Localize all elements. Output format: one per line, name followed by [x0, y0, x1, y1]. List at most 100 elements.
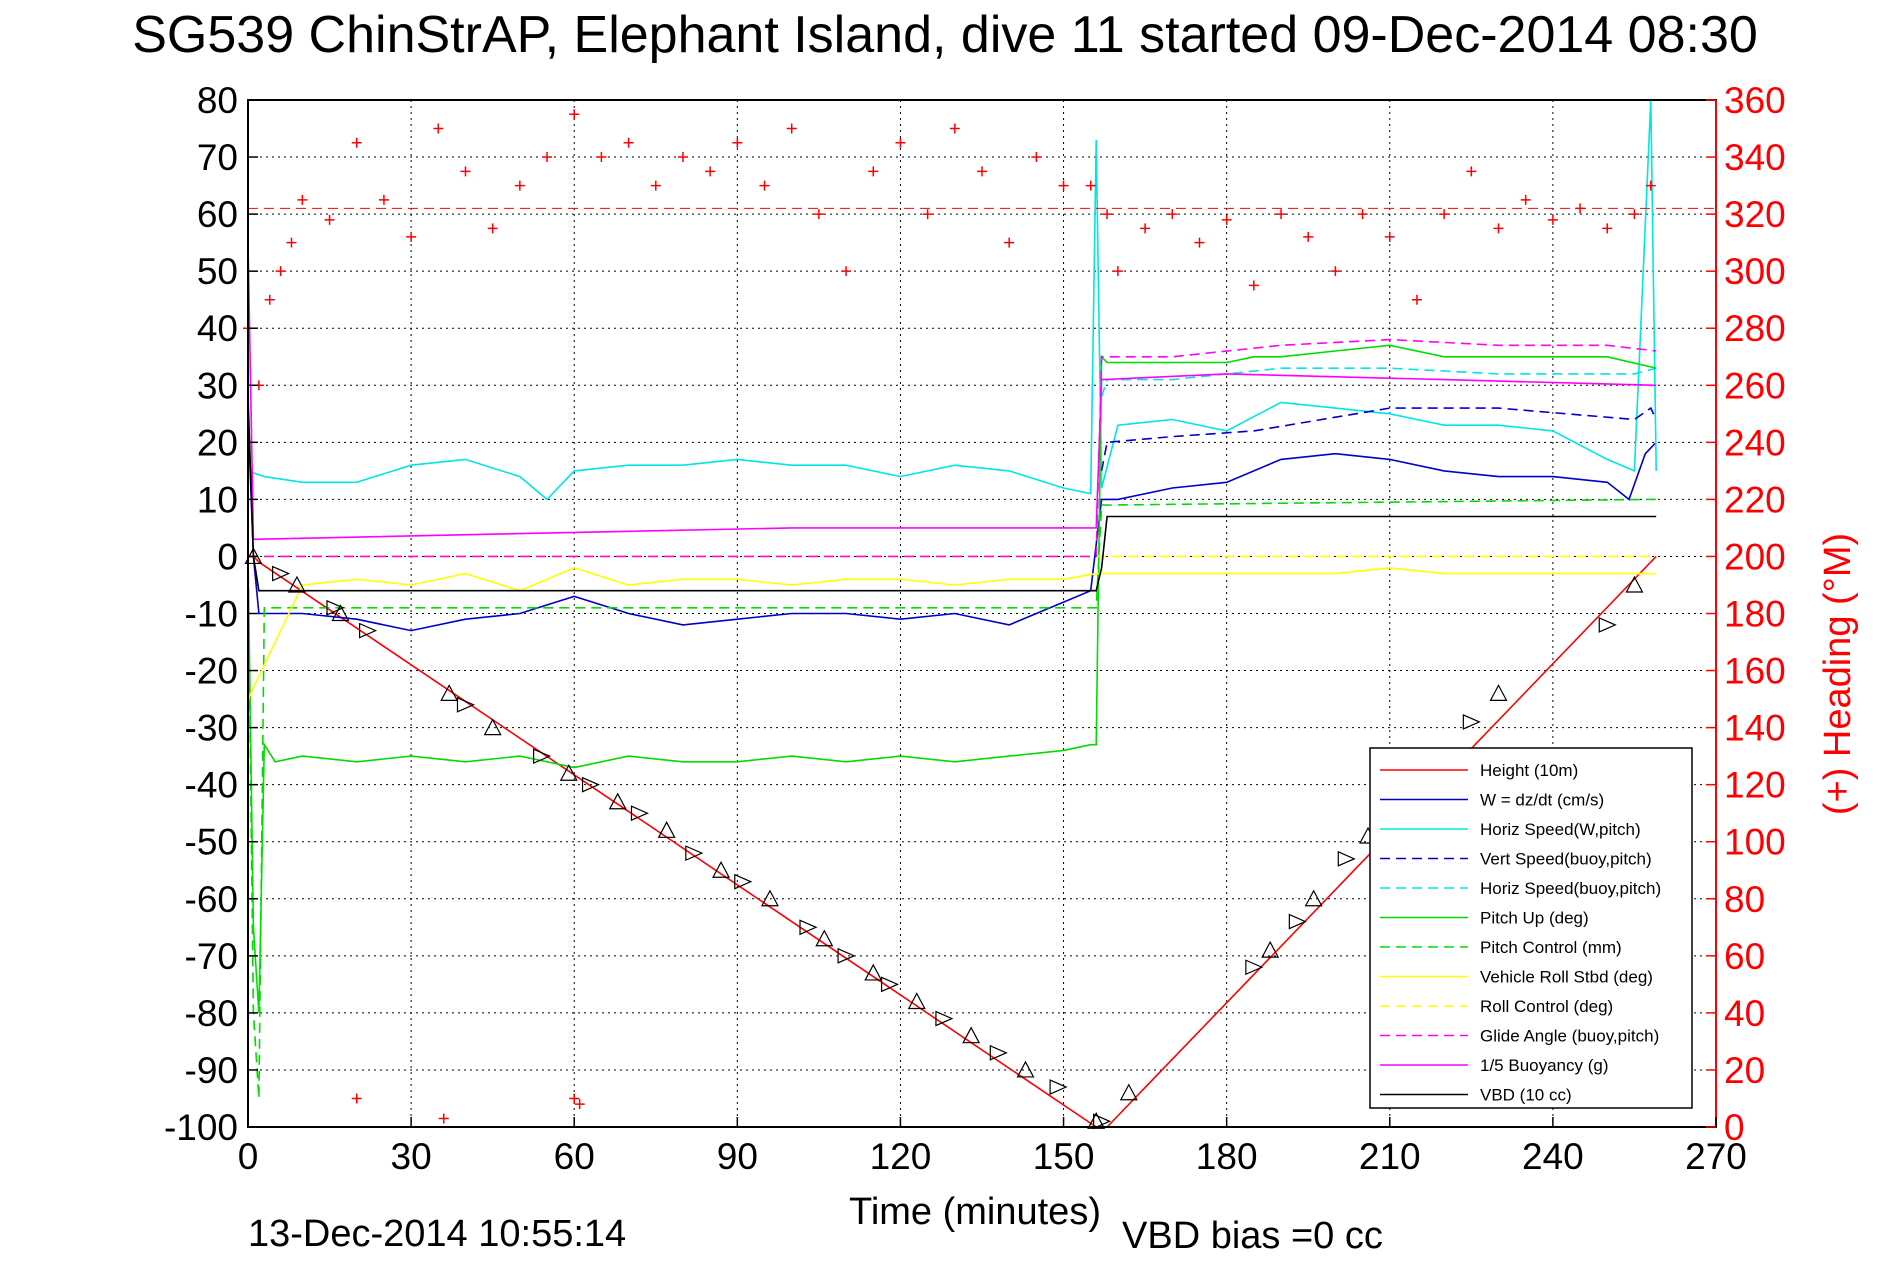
heading-marker: [623, 137, 634, 148]
heading-marker: [977, 166, 987, 177]
heading-marker: [596, 152, 607, 163]
heading-marker: [324, 214, 335, 225]
left-tick-label: 20: [197, 422, 238, 463]
dive-triangle-marker: [962, 1026, 981, 1044]
right-tick-label: 340: [1724, 137, 1786, 178]
right-tick-label: 280: [1724, 308, 1786, 349]
heading-marker: [351, 137, 362, 148]
heading-marker: [1411, 294, 1422, 305]
x-tick-label: 270: [1685, 1136, 1747, 1177]
heading-marker: [949, 123, 960, 134]
left-tick-label: -50: [185, 822, 238, 863]
dive-triangle-marker: [864, 963, 883, 981]
x-tick-label: 210: [1359, 1136, 1421, 1177]
heading-marker: [1493, 223, 1504, 234]
heading-marker: [1303, 231, 1314, 242]
dive-triangle-marker: [1087, 1112, 1106, 1129]
heading-marker: [1248, 280, 1259, 291]
right-tick-label: 40: [1724, 993, 1765, 1034]
dive-triangle-marker: [1049, 1079, 1068, 1095]
x-axis-ticks: 0 30 60 90 120 150 180 210 240 270: [238, 1117, 1747, 1177]
dive-triangle-marker: [1598, 616, 1617, 633]
right-tick-label: 300: [1724, 251, 1786, 292]
left-tick-label: 70: [197, 137, 238, 178]
heading-marker: [786, 123, 797, 134]
dive-triangle-marker: [1337, 850, 1356, 867]
dive-triangle-marker: [799, 919, 818, 936]
left-tick-label: -70: [185, 936, 238, 977]
right-tick-label: 360: [1724, 80, 1786, 121]
legend-label: W = dz/dt (cm/s): [1480, 791, 1604, 810]
heading-marker: [1439, 209, 1450, 220]
dive-triangle-marker: [685, 845, 704, 862]
left-tick-label: 60: [197, 194, 238, 235]
heading-marker: [1384, 231, 1395, 242]
heading-marker: [433, 123, 444, 134]
heading-marker: [297, 194, 308, 205]
dive-triangle-marker: [581, 776, 601, 793]
legend-label: Roll Control (deg): [1480, 997, 1613, 1016]
right-tick-label: 60: [1724, 936, 1765, 977]
legend-label: Glide Angle (buoy,pitch): [1480, 1027, 1659, 1046]
legend-label: Horiz Speed(buoy,pitch): [1480, 879, 1661, 898]
left-tick-label: -60: [185, 879, 238, 920]
legend-label: Pitch Control (mm): [1480, 938, 1622, 957]
dive-triangle-marker: [1093, 1113, 1112, 1130]
dive-triangle-marker: [1245, 959, 1264, 976]
right-tick-label: 140: [1724, 708, 1786, 749]
dive-triangle-marker: [734, 873, 753, 890]
legend-label: Horiz Speed(W,pitch): [1480, 820, 1641, 839]
dive-triangle-marker: [712, 860, 731, 878]
left-tick-label: -40: [185, 765, 238, 806]
dive-triangle-marker: [331, 604, 350, 622]
heading-marker: [1645, 180, 1656, 191]
dive-triangle-marker: [989, 1044, 1008, 1061]
legend-label: Height (10m): [1480, 761, 1578, 780]
heading-marker: [1167, 209, 1178, 220]
dive-triangle-marker: [1489, 684, 1508, 701]
heading-marker: [677, 152, 688, 163]
right-tick-label: 100: [1724, 822, 1786, 863]
dive-triangle-marker: [1119, 1083, 1138, 1101]
right-tick-label: 180: [1724, 594, 1786, 635]
heading-marker: [650, 180, 661, 191]
series-line: [247, 242, 1657, 541]
heading-marker: [1140, 223, 1151, 234]
right-tick-label: 0: [1724, 1107, 1745, 1148]
dive-triangle-marker: [1016, 1060, 1035, 1078]
series-line: [247, 99, 1657, 501]
heading-marker: [1520, 194, 1531, 205]
heading-marker: [1031, 152, 1042, 163]
right-tick-label: 200: [1724, 536, 1786, 577]
right-tick-label: 160: [1724, 651, 1786, 692]
x-tick-label: 60: [554, 1136, 595, 1177]
left-tick-label: -30: [185, 708, 238, 749]
right-tick-label: 20: [1724, 1050, 1765, 1091]
heading-marker: [759, 180, 770, 191]
x-tick-label: 120: [870, 1136, 932, 1177]
heading-marker: [1004, 237, 1015, 248]
heading-marker: [1357, 209, 1368, 220]
legend-label: Vert Speed(buoy,pitch): [1480, 850, 1652, 869]
dive-triangle-marker: [837, 947, 856, 964]
series-line: [1100, 406, 1657, 472]
heading-marker: [1330, 266, 1341, 277]
heading-marker: [460, 166, 471, 177]
footer-vbd-bias: VBD bias =0 cc: [1122, 1215, 1383, 1257]
dive-triangle-marker: [1625, 575, 1644, 593]
dive-triangle-marker: [533, 748, 552, 765]
heading-marker: [868, 166, 879, 177]
dive-triangle-marker: [1462, 713, 1481, 730]
right-tick-label: 80: [1724, 879, 1765, 920]
left-tick-label: -100: [164, 1107, 238, 1148]
x-tick-label: 0: [238, 1136, 259, 1177]
right-axis-label: (+) Heading (°M): [1817, 533, 1859, 815]
heading-marker: [487, 223, 498, 234]
heading-marker: [813, 209, 824, 220]
left-tick-label: -20: [185, 651, 238, 692]
right-tick-label: 320: [1724, 194, 1786, 235]
dive-triangle-marker: [272, 565, 291, 582]
series-layer: [247, 99, 1657, 1128]
dive-triangle-marker: [287, 575, 306, 593]
dive-triangle-marker: [483, 718, 502, 736]
